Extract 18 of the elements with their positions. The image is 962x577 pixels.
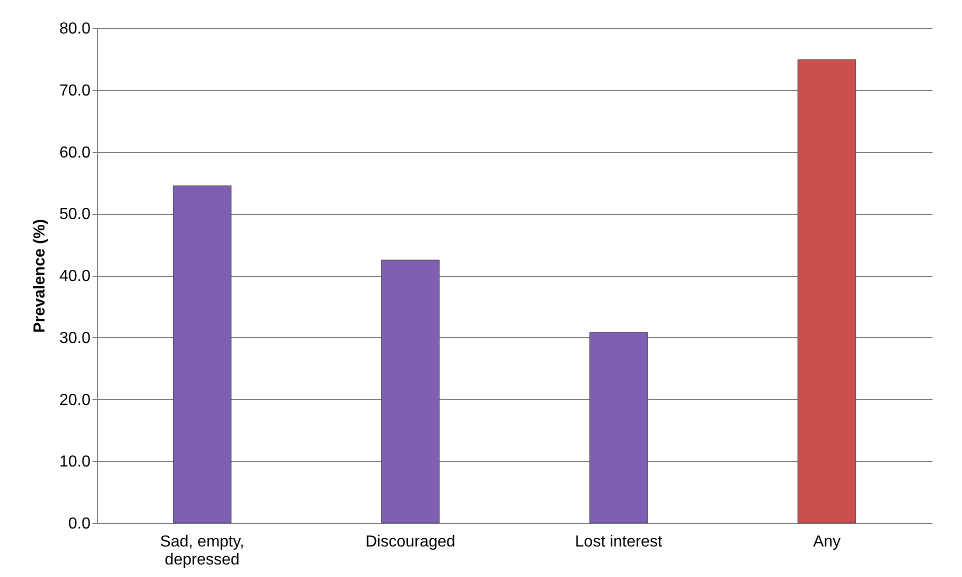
y-tick-label: 10.0 bbox=[59, 454, 91, 471]
bar bbox=[798, 59, 856, 524]
y-tick-label: 20.0 bbox=[59, 392, 91, 409]
y-tick-label: 60.0 bbox=[59, 144, 91, 162]
y-tick-label: 70.0 bbox=[59, 82, 91, 100]
y-tick-label: 0.0 bbox=[68, 516, 91, 532]
x-tick-label: Lost interest bbox=[575, 534, 663, 550]
y-tick-label: 80.0 bbox=[59, 20, 91, 38]
x-tick-label: Any bbox=[813, 534, 841, 550]
x-tick-label: Sad, empty, depressed bbox=[160, 534, 244, 568]
bar bbox=[381, 260, 440, 524]
y-tick-label: 30.0 bbox=[59, 330, 91, 347]
bar bbox=[172, 186, 232, 524]
y-axis-title: Prevalence (%) bbox=[31, 219, 48, 333]
y-tick-label: 40.0 bbox=[59, 268, 91, 285]
y-tick-label: 50.0 bbox=[59, 206, 91, 224]
bar bbox=[589, 332, 648, 524]
x-tick-label: Discouraged bbox=[365, 534, 456, 550]
